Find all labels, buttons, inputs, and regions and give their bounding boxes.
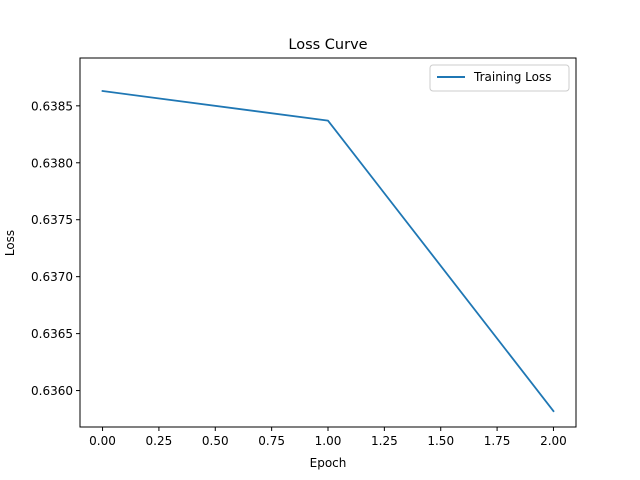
y-axis-label: Loss (3, 230, 17, 256)
chart-title: Loss Curve (288, 37, 367, 53)
y-tick-label: 0.6375 (31, 213, 73, 227)
y-tick-label: 0.6385 (31, 99, 73, 113)
series-layer (101, 90, 555, 413)
x-tick-label: 1.75 (484, 434, 511, 448)
x-tick-label: 0.00 (89, 434, 116, 448)
x-tick-label: 1.50 (427, 434, 454, 448)
x-tick-label: 2.00 (540, 434, 567, 448)
series-line-training-loss (101, 90, 555, 413)
y-tick-label: 0.6380 (31, 156, 73, 170)
y-axis: 0.6360 0.6365 0.6370 0.6375 0.6380 0.6385 (31, 99, 80, 398)
x-axis: 0.00 0.25 0.50 0.75 1.00 1.25 1.50 1.75 2.00 (89, 427, 567, 448)
x-axis-label: Epoch (310, 456, 347, 470)
plot-area: 0.00 0.25 0.50 0.75 1.00 1.25 1.50 1.75 2.00 0.6… (31, 57, 577, 448)
x-tick-label: 1.00 (315, 434, 342, 448)
plot-frame (79, 57, 577, 428)
x-tick-label: 0.50 (202, 434, 229, 448)
legend: Training Loss (429, 64, 570, 92)
y-tick-label: 0.6370 (31, 270, 73, 284)
x-tick-label: 1.25 (371, 434, 398, 448)
x-tick-label: 0.75 (258, 434, 285, 448)
y-tick-label: 0.6365 (31, 327, 73, 341)
x-tick-label: 0.25 (146, 434, 173, 448)
legend-label-training-loss: Training Loss (473, 70, 551, 84)
y-tick-label: 0.6360 (31, 384, 73, 398)
legend-box (429, 64, 570, 92)
